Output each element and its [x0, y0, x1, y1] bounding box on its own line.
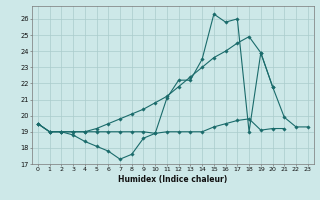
X-axis label: Humidex (Indice chaleur): Humidex (Indice chaleur) [118, 175, 228, 184]
